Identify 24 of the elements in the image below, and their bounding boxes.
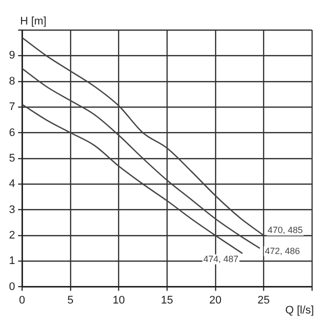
x-tick-label: 10 <box>112 294 125 306</box>
x-axis-title: Q [l/s] <box>285 304 314 316</box>
y-tick-label: 5 <box>8 152 16 164</box>
y-tick-label: 8 <box>8 75 16 88</box>
x-tick-label: 0 <box>19 294 26 306</box>
x-tick-label: 15 <box>160 294 174 306</box>
x-tick-label: 25 <box>258 294 270 306</box>
y-tick-label: 4 <box>8 178 16 190</box>
series-label: 474, 487 <box>203 254 238 264</box>
line-series <box>22 68 260 249</box>
x-tick-label: 5 <box>67 294 74 306</box>
y-tick-label: 7 <box>8 101 16 114</box>
y-axis-title: H [m] <box>20 16 46 28</box>
series-label: 472, 486 <box>264 246 300 256</box>
y-tick-label: 1 <box>8 255 16 268</box>
y-tick-label: 6 <box>8 126 16 139</box>
line-series <box>22 37 264 236</box>
x-tick-label: 20 <box>209 294 222 306</box>
series-label: 470, 485 <box>268 224 303 235</box>
y-tick-label: 0 <box>8 280 16 293</box>
y-tick-label: 2 <box>8 229 16 242</box>
y-tick-label: 3 <box>8 204 16 216</box>
y-tick-label: 9 <box>8 50 16 62</box>
line-series <box>22 104 244 254</box>
